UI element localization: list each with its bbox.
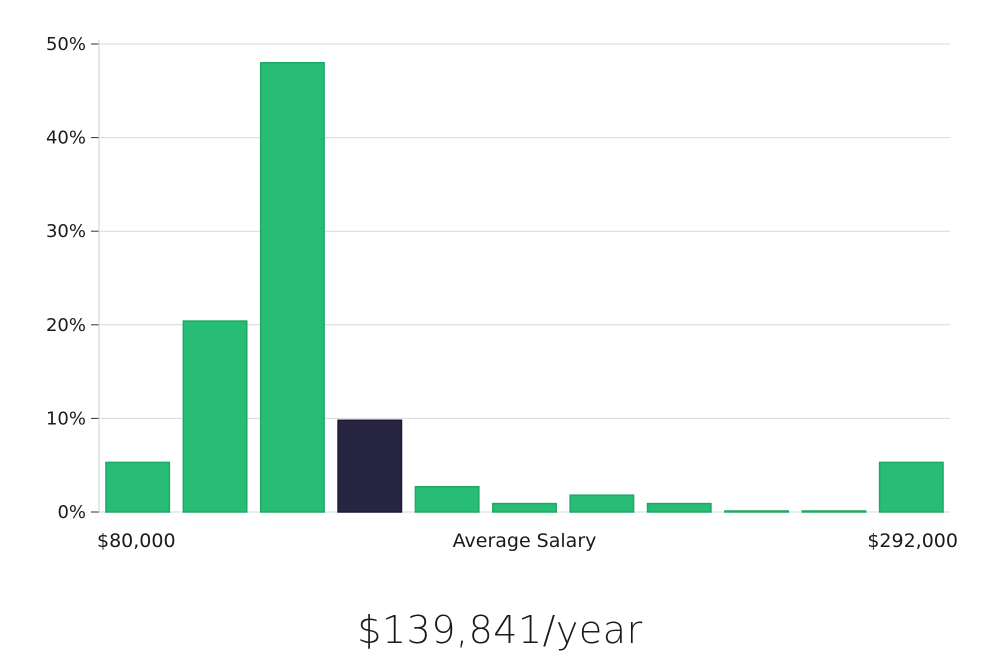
bar	[724, 510, 790, 513]
x-min-label: $80,000	[97, 530, 176, 552]
x-axis-label: Average Salary	[453, 530, 597, 552]
y-tick-label: 0%	[57, 502, 86, 523]
y-tick-label: 50%	[46, 34, 86, 55]
bar	[569, 494, 635, 513]
salary-histogram-chart: 0% 10% 20% 30% 40% 50% $80,000 Average Salary…	[46, 34, 958, 552]
bar	[105, 461, 171, 513]
y-tick-label: 30%	[46, 221, 86, 242]
average-salary-value: $139,841/year	[357, 608, 643, 652]
y-tick-label: 20%	[46, 315, 86, 336]
y-tick-label: 40%	[46, 128, 86, 149]
bar	[259, 61, 325, 513]
bar	[414, 485, 480, 513]
bar	[801, 510, 867, 513]
bar	[878, 461, 944, 513]
y-axis-ticks: 0% 10% 20% 30% 40% 50%	[46, 34, 99, 523]
bar	[182, 320, 248, 513]
bar-highlighted	[337, 419, 403, 513]
bar	[492, 502, 557, 513]
bars	[105, 61, 944, 513]
bar	[646, 502, 712, 513]
x-max-label: $292,000	[867, 530, 958, 552]
y-tick-label: 10%	[46, 408, 86, 429]
